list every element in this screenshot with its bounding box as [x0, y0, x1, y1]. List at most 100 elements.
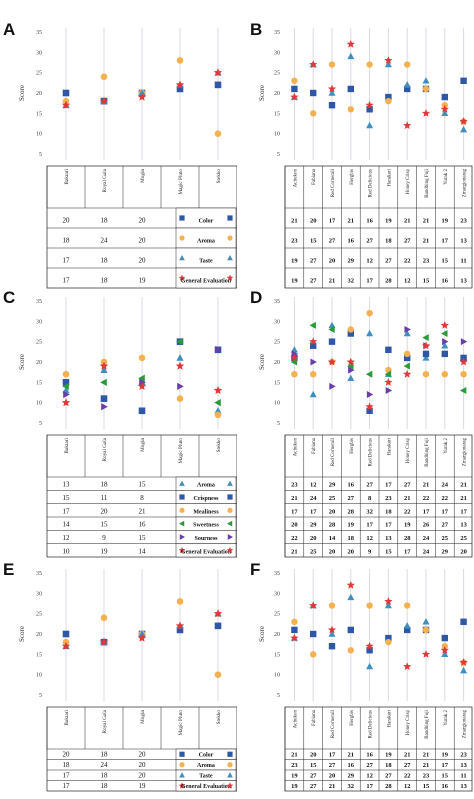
table-cell: 21	[291, 548, 298, 555]
data-point	[310, 358, 317, 366]
table-cell: 16	[442, 277, 449, 284]
category-label: Royal Gala	[102, 437, 108, 461]
y-tick-label: 5	[277, 693, 280, 699]
data-point	[365, 100, 374, 109]
table-cell: 15	[423, 277, 430, 284]
category-label: Hergbis	[350, 710, 355, 726]
data-point	[214, 622, 222, 630]
data-point	[175, 80, 185, 89]
data-point	[100, 366, 108, 373]
category-label: Zmargjonarag	[463, 169, 468, 198]
table-cell: 16	[366, 752, 373, 759]
category-label: Stekko	[216, 438, 222, 453]
category-label: Royal Gala	[102, 709, 108, 733]
data-point	[403, 329, 411, 337]
table-cell: 24	[101, 236, 109, 244]
data-point	[176, 85, 184, 93]
data-point	[366, 121, 374, 129]
table-cell: 17	[63, 256, 71, 264]
data-point	[384, 60, 392, 68]
table-cell: 20	[329, 257, 336, 264]
data-point	[291, 350, 299, 358]
y-tick-label: 5	[39, 421, 42, 427]
table-cell: 27	[348, 495, 355, 502]
table-cell: 18	[101, 216, 109, 224]
data-point	[328, 61, 336, 68]
category-label: Stekko	[216, 169, 222, 184]
category-label: Bandhing Fuji	[425, 168, 430, 197]
table-cell: 14	[329, 535, 336, 542]
table-cell: 8	[368, 495, 372, 502]
legend-marker	[179, 520, 185, 527]
data-point	[346, 580, 355, 589]
data-point	[214, 130, 222, 137]
table-cell: 21	[404, 495, 411, 502]
y-axis-label: Score	[258, 85, 266, 101]
table-cell: 15	[310, 237, 317, 244]
legend-marker	[227, 762, 233, 768]
y-tick-label: 10	[36, 401, 42, 407]
legend-label: Sweetness	[193, 523, 219, 529]
table-cell: 19	[291, 257, 298, 264]
category-label: Yurak 2	[444, 438, 449, 454]
y-tick-label: 10	[36, 673, 42, 679]
y-tick-label: 25	[36, 71, 42, 77]
table-cell: 17	[329, 217, 336, 224]
data-point	[347, 626, 354, 634]
data-point	[327, 625, 337, 634]
data-point	[403, 622, 411, 629]
table-cell: 28	[404, 535, 411, 542]
data-point	[442, 338, 449, 346]
y-tick-label: 25	[274, 340, 280, 346]
legend-label: Mealiness	[193, 509, 219, 515]
chart-panel-e: Score 5 10 15 20 25 30 35 Bakrari Royal Gala Mogin…	[18, 569, 237, 792]
legend-marker	[179, 507, 185, 513]
y-tick-label: 25	[36, 612, 42, 618]
data-point	[385, 634, 392, 642]
legend-marker	[227, 520, 233, 527]
data-point	[328, 89, 336, 96]
table-cell: 21	[139, 507, 147, 515]
legend-marker	[178, 274, 186, 281]
data-point	[176, 57, 184, 64]
legend-marker	[178, 546, 186, 554]
category-label: Mogin	[140, 169, 146, 183]
category-label: Magic Pluto	[178, 438, 184, 464]
data-point	[62, 370, 70, 378]
table-cell: 19	[101, 547, 109, 555]
table-cell: 22	[291, 535, 298, 542]
category-label: Honey Crisp	[406, 438, 411, 464]
legend-label: Aroma	[197, 483, 215, 489]
data-point	[441, 634, 448, 642]
data-point	[404, 61, 411, 68]
table-cell: 16	[442, 783, 449, 790]
data-point	[175, 621, 185, 630]
table-cell: 8	[140, 494, 144, 502]
table-cell: 29	[329, 482, 336, 489]
data-point	[62, 89, 70, 97]
table-cell: 13	[385, 535, 392, 542]
table-cell: 18	[385, 508, 392, 515]
table-cell: 11	[461, 773, 467, 780]
table-cell: 28	[385, 783, 392, 790]
y-tick-label: 20	[36, 632, 42, 638]
data-point	[310, 630, 317, 638]
table-cell: 23	[291, 762, 298, 769]
data-point	[460, 338, 468, 346]
panel-letter-e: E	[3, 560, 15, 579]
legend-label: Crispness	[193, 496, 219, 502]
table-cell: 20	[291, 522, 298, 529]
panel-letter-a: A	[3, 20, 16, 39]
legend-label: Aroma	[197, 763, 215, 769]
table-cell: 17	[366, 277, 373, 284]
data-point	[421, 650, 431, 658]
data-point	[459, 386, 467, 394]
data-point	[422, 354, 430, 361]
data-point	[460, 371, 467, 378]
legend-marker	[227, 494, 233, 500]
data-point	[348, 366, 355, 374]
table-cell: 17	[442, 237, 449, 244]
category-label: Zmargjonarag	[463, 438, 468, 467]
y-tick-label: 20	[36, 360, 42, 366]
data-point	[347, 374, 355, 381]
